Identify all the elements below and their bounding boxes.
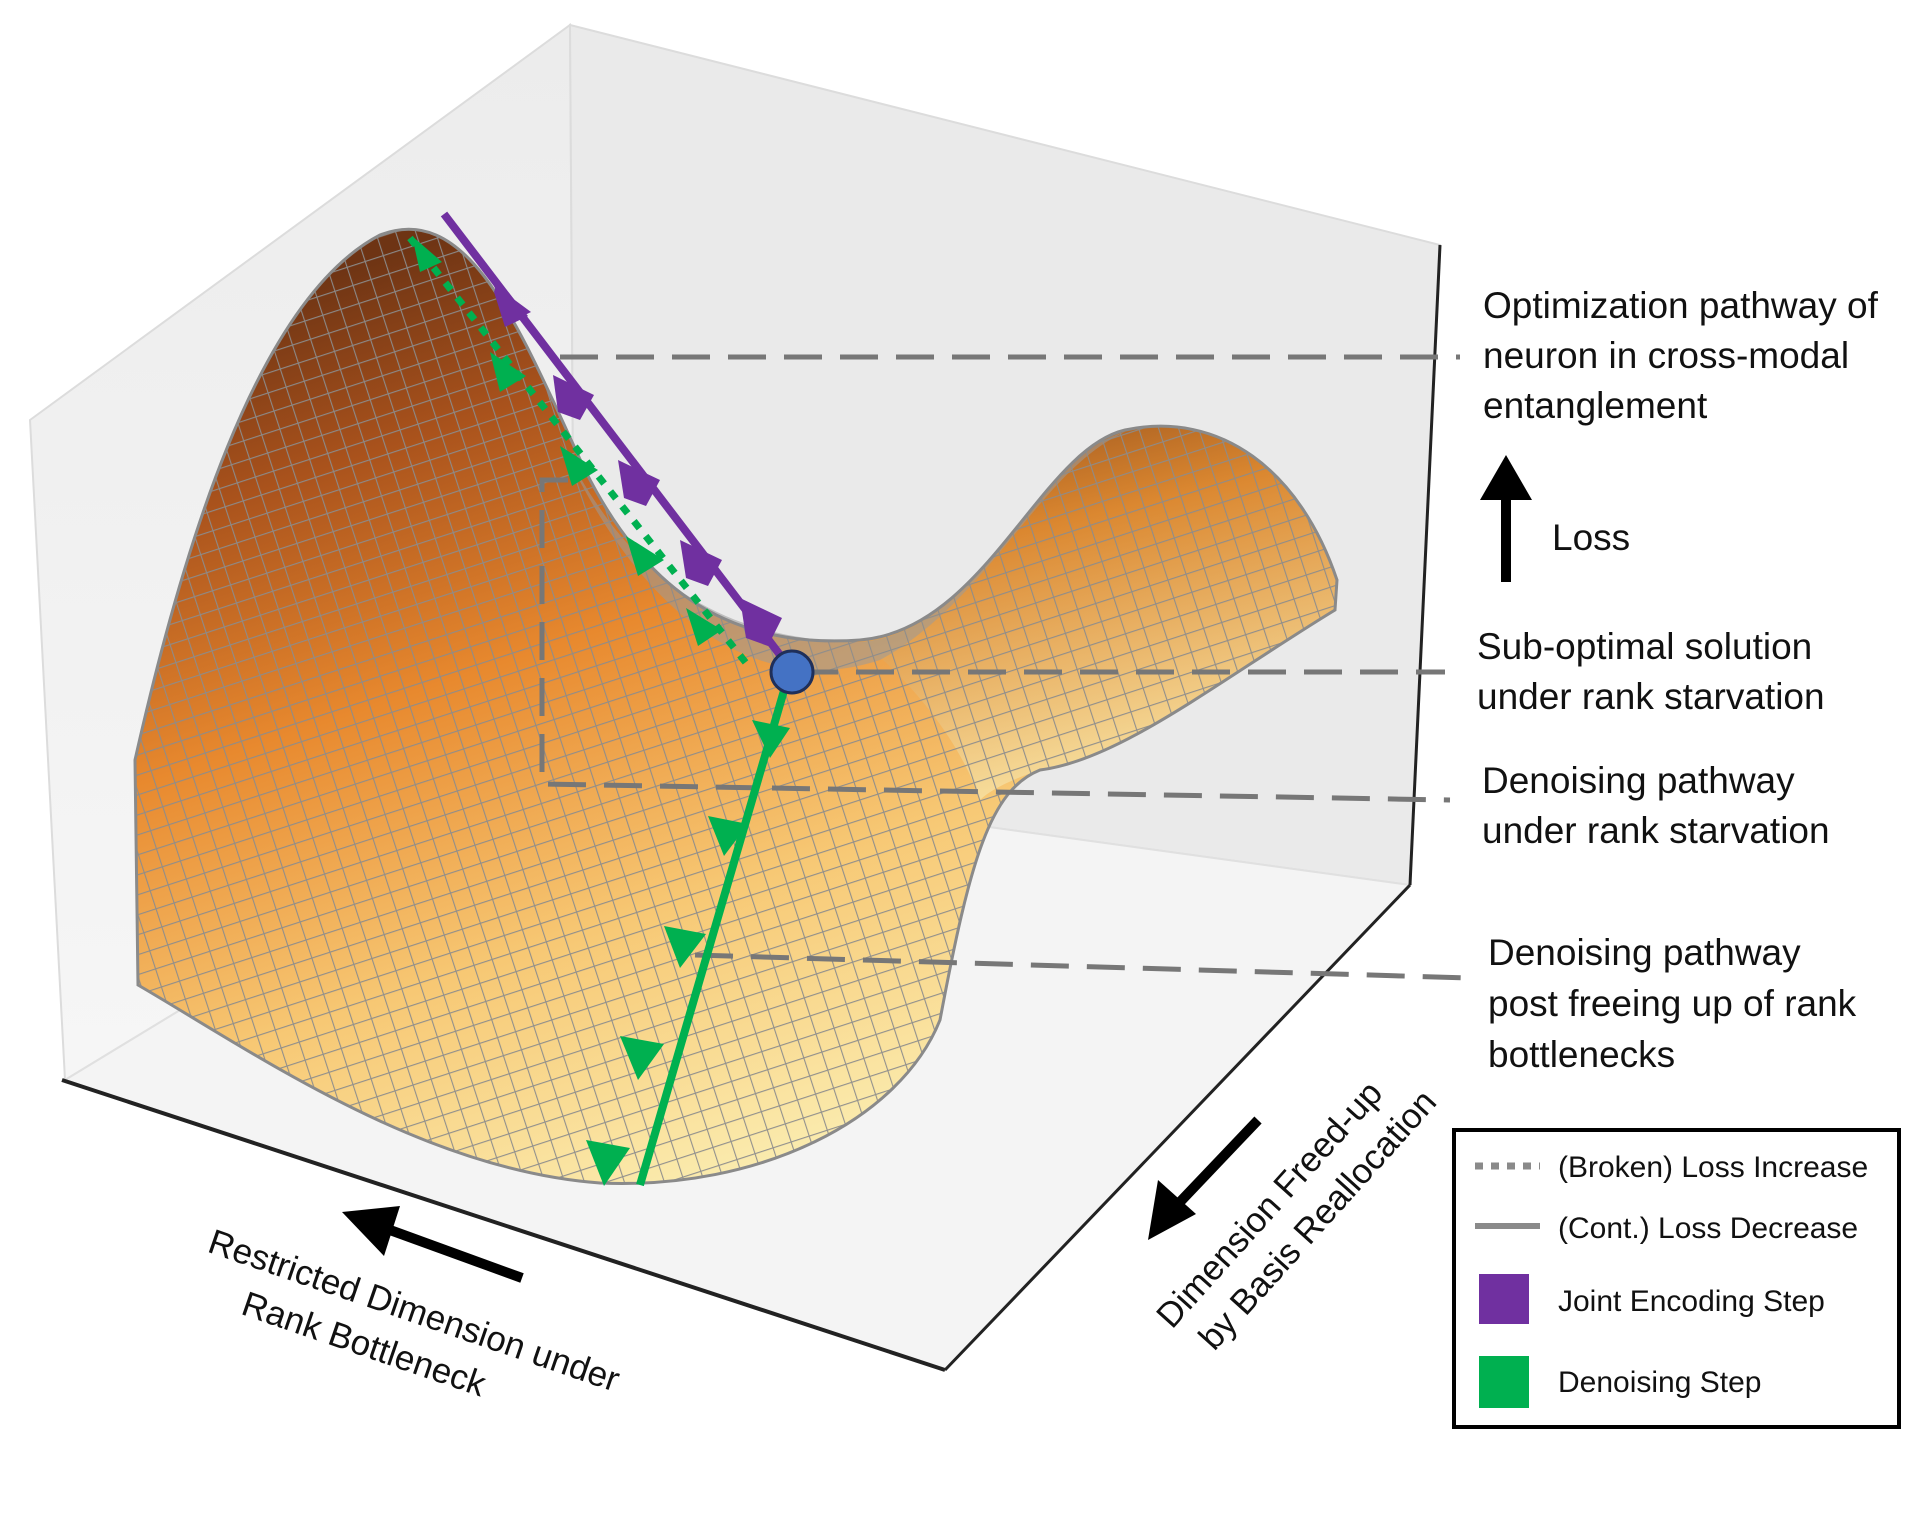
legend-label-loss-increase: (Broken) Loss Increase bbox=[1558, 1151, 1868, 1184]
joint-encoding-arrow-2 bbox=[553, 375, 594, 420]
annotation-denoising-starvation-line-1: Denoising pathway bbox=[1482, 760, 1795, 801]
annotation-optimization: Optimization pathway of neuron in cross-… bbox=[1483, 285, 1888, 426]
joint-encoding-arrow-1b bbox=[494, 280, 528, 327]
annotation-sub-optimal: Sub-optimal solution under rank starvati… bbox=[1477, 626, 1825, 717]
legend-item-joint-encoding: Joint Encoding Step bbox=[1479, 1274, 1825, 1324]
annotation-denoising-freed-line-3: bottlenecks bbox=[1488, 1034, 1675, 1075]
joint-encoding-path bbox=[440, 211, 794, 671]
denoising-arrow-5 bbox=[586, 1140, 630, 1186]
legend-swatch-denoising bbox=[1479, 1356, 1529, 1408]
annotation-denoising-starvation-line-2: under rank starvation bbox=[1482, 810, 1830, 851]
legend-swatch-joint-encoding bbox=[1479, 1274, 1529, 1324]
legend: (Broken) Loss Increase (Cont.) Loss Decr… bbox=[1452, 1128, 1901, 1429]
leader-freed bbox=[694, 952, 1471, 981]
denoising-dotted-line bbox=[407, 235, 753, 671]
denoising-dotted-arrow-5 bbox=[686, 608, 722, 646]
legend-item-denoising: Denoising Step bbox=[1479, 1356, 1761, 1408]
annotation-optimization-line-3: entanglement bbox=[1483, 385, 1708, 426]
denoising-dotted-arrow-1 bbox=[412, 236, 442, 272]
sub-optimal-point bbox=[769, 649, 815, 695]
joint-encoding-arrow-5 bbox=[740, 598, 782, 646]
annotation-denoising-freed-line-2: post freeing up of rank bbox=[1488, 983, 1857, 1024]
annotation-denoising-freed-line-1: Denoising pathway bbox=[1488, 932, 1801, 973]
legend-label-joint-encoding: Joint Encoding Step bbox=[1558, 1285, 1825, 1318]
denoising-continuous-line bbox=[636, 668, 794, 1187]
annotation-sub-optimal-line-1: Sub-optimal solution bbox=[1477, 626, 1812, 667]
right-vertical-edge bbox=[1408, 244, 1442, 886]
annotation-optimization-line-2: neuron in cross-modal bbox=[1483, 335, 1849, 376]
denoising-arrow-4 bbox=[620, 1036, 664, 1080]
joint-encoding-arrow-4 bbox=[680, 540, 722, 586]
annotation-denoising-freed: Denoising pathway post freeing up of ran… bbox=[1488, 932, 1866, 1075]
axis-freed-arrow-head bbox=[1148, 1180, 1196, 1240]
annotation-sub-optimal-line-2: under rank starvation bbox=[1477, 676, 1825, 717]
right-floor-edge bbox=[943, 883, 1412, 1372]
left-floor-edge bbox=[61, 1078, 946, 1372]
joint-encoding-arrow-3 bbox=[618, 460, 660, 506]
axis-restricted-label: Restricted Dimension under Rank Bottlene… bbox=[188, 1222, 634, 1448]
denoising-dotted-path bbox=[407, 235, 753, 671]
legend-label-denoising: Denoising Step bbox=[1558, 1366, 1761, 1399]
denoising-dotted-arrow-4 bbox=[626, 536, 664, 576]
loss-arrow bbox=[1480, 455, 1532, 582]
denoising-arrow-1 bbox=[752, 720, 790, 758]
axis-restricted-arrow-head bbox=[342, 1206, 400, 1256]
leader-starvation-box bbox=[539, 477, 1451, 803]
axis-freed-arrow-shaft bbox=[1176, 1116, 1262, 1206]
denoising-arrow-3 bbox=[664, 926, 706, 968]
denoising-dotted-arrow-3 bbox=[560, 446, 598, 486]
loss-label: Loss bbox=[1552, 517, 1630, 558]
legend-item-loss-decrease: (Cont.) Loss Decrease bbox=[1475, 1212, 1858, 1245]
legend-label-loss-decrease: (Cont.) Loss Decrease bbox=[1558, 1212, 1858, 1245]
denoising-arrow-2 bbox=[708, 816, 748, 856]
legend-item-loss-increase: (Broken) Loss Increase bbox=[1475, 1151, 1868, 1184]
axis-restricted-arrow-shaft bbox=[388, 1225, 524, 1283]
denoising-dotted-arrow-2 bbox=[490, 352, 526, 392]
annotation-optimization-line-1: Optimization pathway of bbox=[1483, 285, 1879, 326]
leader-lines bbox=[539, 354, 1471, 981]
denoising-continuous-path bbox=[586, 668, 794, 1187]
annotation-denoising-starvation: Denoising pathway under rank starvation bbox=[1482, 760, 1830, 851]
